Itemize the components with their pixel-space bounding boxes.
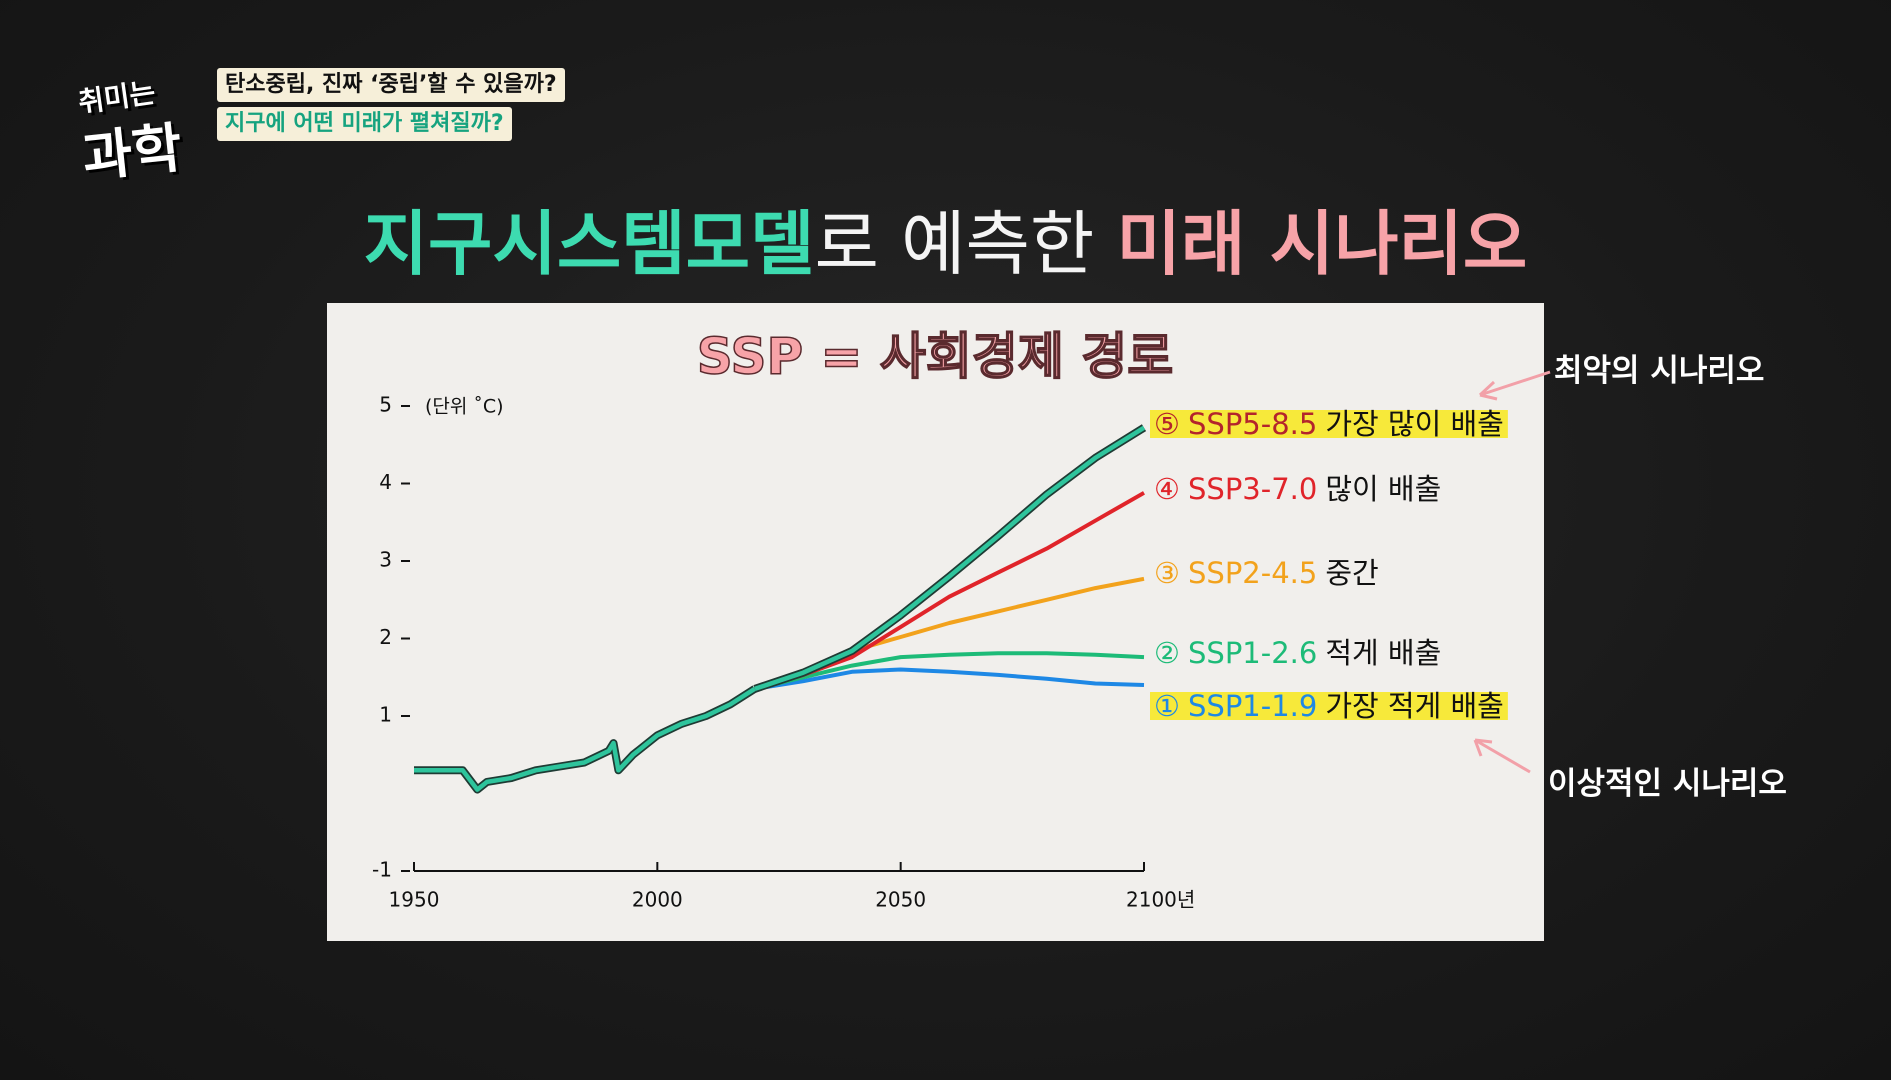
chart-title: SSP = 사회경제 경로 [697,328,1174,386]
legend-name: SSP3-7.0 [1188,472,1317,506]
line [753,425,1146,692]
legend-description: 가장 많이 배출 [1325,407,1504,441]
legend-number: ③ [1154,556,1180,590]
line [754,651,1145,691]
topic-tag: 탄소중립, 진짜 ‘중립’할 수 있을까? [217,68,565,102]
unit-label: (단위 ˚C) [425,396,504,418]
legend-name: SSP1-2.6 [1188,636,1317,670]
legend-text: ② SSP1-2.6 적게 배출 [1154,636,1441,670]
y-tick-label: 5 [379,393,392,417]
legend-entry: ① SSP1-1.9 가장 적게 배출 [1150,689,1508,723]
headline-part: 미래 시나리오 [1116,203,1528,285]
legend-description: 중간 [1325,556,1378,590]
line [414,687,756,792]
y-tick-label: 3 [379,548,392,572]
annotation-arrows [1473,370,1551,774]
annotation: 이상적인 시나리오 [1548,766,1787,802]
legend-entry: ⑤ SSP5-8.5 가장 많이 배출 [1150,407,1508,441]
y-tick-label: 2 [379,625,392,649]
legend-number: ② [1154,636,1180,670]
legend-number: ① [1154,689,1180,723]
legend-text: ① SSP1-1.9 가장 적게 배출 [1154,689,1504,723]
y-tick-label: -1 [372,858,392,882]
legend-name: SSP1-1.9 [1188,689,1317,723]
y-tick-label: 4 [379,470,392,494]
chart-paper [327,303,1544,941]
legend-number: ⑤ [1154,407,1180,441]
headline-part: 로 예측한 [814,203,1117,285]
highlight [1150,410,1508,438]
x-tick-label: 2000 [632,888,683,912]
legend-entry: ④ SSP3-7.0 많이 배출 [1154,472,1441,506]
highlight [1150,692,1508,720]
y-tick-label: 1 [379,703,392,727]
legend-entry: ③ SSP2-4.5 중간 [1154,556,1379,590]
headline: 지구시스템모델로 예측한 미래 시나리오 [0,188,1891,289]
legend-description: 많이 배출 [1325,472,1441,506]
line [754,667,1145,691]
legend-name: SSP5-8.5 [1188,407,1317,441]
legend-description: 적게 배출 [1325,636,1441,670]
topic-tag: 지구에 어떤 미래가 펼쳐질까? [217,107,512,141]
legend-name: SSP2-4.5 [1188,556,1317,590]
annotation: 최악의 시나리오 [1554,353,1765,389]
headline-part: 지구시스템모델 [363,203,815,285]
legend-text: ④ SSP3-7.0 많이 배출 [1154,472,1441,506]
legend-entry: ② SSP1-2.6 적게 배출 [1154,636,1441,670]
x-tick-label: 2050 [875,888,926,912]
legend-text: ③ SSP2-4.5 중간 [1154,556,1379,590]
legend-description: 가장 적게 배출 [1325,689,1504,723]
legend-number: ④ [1154,472,1180,506]
x-tick-label: 1950 [389,888,440,912]
x-tick-label: 2100년 [1126,888,1195,912]
legend-text: ⑤ SSP5-8.5 가장 많이 배출 [1154,407,1504,441]
